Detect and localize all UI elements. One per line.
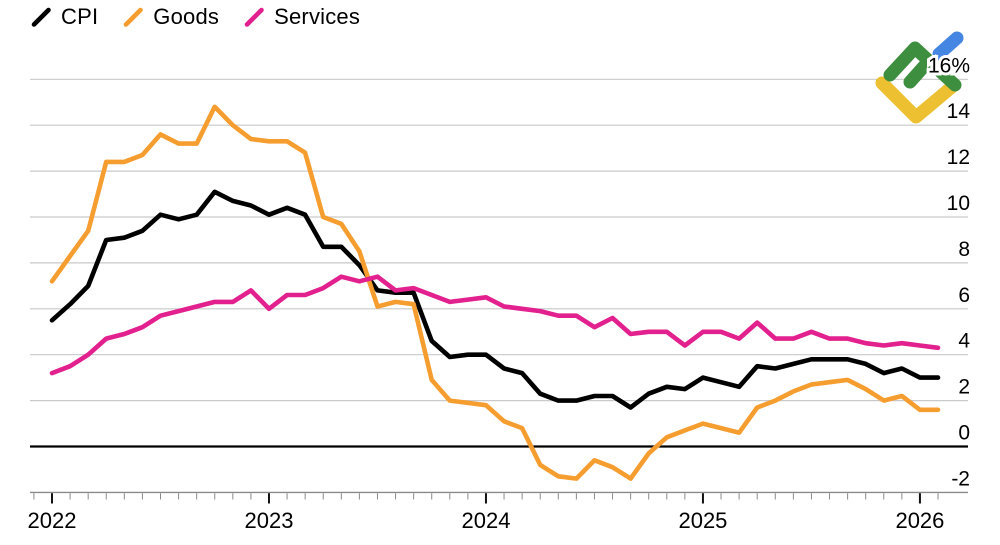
y-tick-label: 8 bbox=[958, 238, 970, 261]
legend-label-cpi: CPI bbox=[61, 4, 99, 29]
x-tick-label: 2023 bbox=[245, 508, 294, 533]
logo-green-chevron bbox=[883, 41, 962, 92]
legend-label-services: Services bbox=[274, 4, 361, 29]
services-line bbox=[49, 274, 941, 376]
legend-item-goods: Goods bbox=[122, 4, 219, 30]
x-axis-ticks bbox=[33, 493, 939, 504]
x-tick-label: 2026 bbox=[895, 508, 944, 533]
legend-item-cpi: CPI bbox=[30, 4, 98, 30]
y-tick-label: 4 bbox=[958, 330, 970, 353]
legend: CPI Goods Services bbox=[30, 4, 360, 30]
cpi-line bbox=[49, 189, 941, 410]
cpi-line-swatch-icon bbox=[31, 7, 51, 27]
goods-line bbox=[49, 104, 941, 481]
series-lines bbox=[49, 104, 941, 481]
logo-green-dash bbox=[903, 56, 934, 89]
y-tick-label: 0 bbox=[958, 422, 970, 445]
goods-line-swatch-icon bbox=[123, 7, 144, 27]
legend-item-services: Services bbox=[243, 4, 360, 30]
y-tick-label: 14 bbox=[947, 100, 971, 123]
litefinance-logo-icon bbox=[875, 31, 964, 124]
services-line-swatch-icon bbox=[244, 7, 264, 27]
x-tick-label: 2025 bbox=[678, 508, 727, 533]
x-tick-label: 2022 bbox=[28, 508, 77, 533]
y-tick-label: 2 bbox=[958, 376, 970, 399]
y-axis-labels: 16% 14 12 10 8 6 4 2 0 -2 bbox=[925, 51, 973, 493]
y-tick-label: 10 bbox=[947, 192, 970, 215]
y-tick-label: 12 bbox=[947, 146, 970, 169]
y-tick-label: 6 bbox=[958, 284, 970, 307]
y-tick-label: -2 bbox=[951, 467, 970, 490]
x-axis-labels: 2022 2023 2024 2025 2026 bbox=[28, 508, 945, 533]
logo-yellow-check bbox=[875, 76, 960, 124]
logo-blue-dash bbox=[932, 31, 964, 61]
y-tick-label: 16% bbox=[928, 54, 970, 77]
x-tick-label: 2024 bbox=[461, 508, 510, 533]
legend-label-goods: Goods bbox=[153, 4, 220, 29]
